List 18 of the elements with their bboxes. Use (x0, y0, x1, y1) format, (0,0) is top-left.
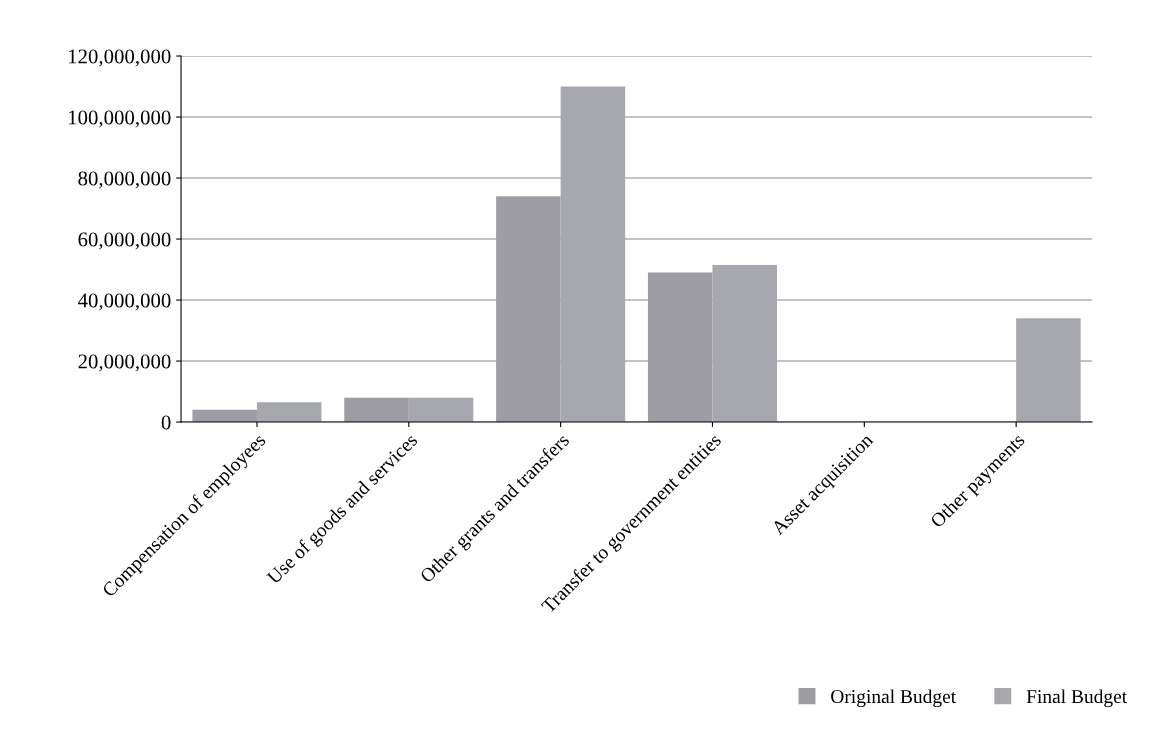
bar (560, 86, 626, 423)
bar (408, 397, 474, 423)
y-tick-label: 0 (161, 415, 171, 430)
y-tick-label: 100,000,000 (68, 110, 171, 128)
y-tick-label: 20,000,000 (78, 354, 171, 372)
bar (712, 264, 778, 423)
bar (344, 397, 409, 423)
bar (496, 196, 561, 423)
bar (256, 402, 322, 423)
y-tick-label: 80,000,000 (78, 171, 171, 189)
bar (192, 409, 257, 423)
y-tick-label: 120,000,000 (68, 49, 171, 67)
legend-label: Final Budget (1026, 689, 1128, 708)
bar (647, 272, 713, 423)
y-tick-label: 60,000,000 (78, 232, 171, 250)
bar (1016, 318, 1081, 423)
legend-label: Original Budget (831, 689, 957, 708)
y-tick-label: 40,000,000 (77, 293, 171, 311)
